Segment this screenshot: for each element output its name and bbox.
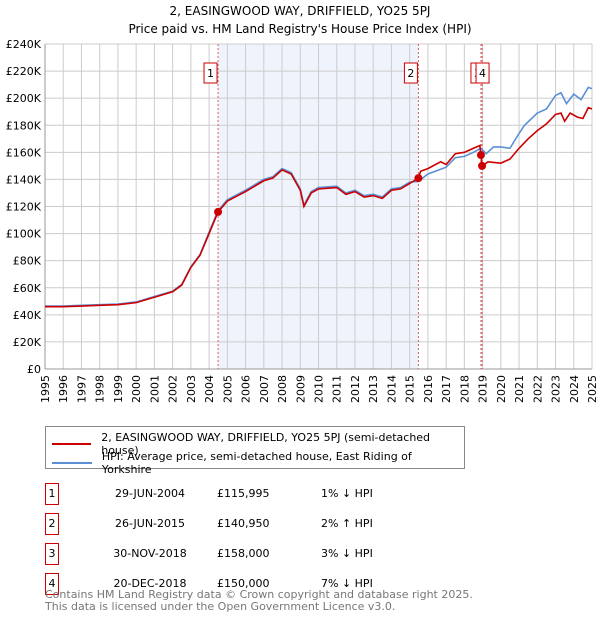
x-tick-label: 1996 [57,375,70,403]
x-tick-label: 2000 [130,375,143,403]
sale-label-box [475,62,490,84]
sale-row: 1 29-JUN-2004 £115,995 1% ↓ HPI [45,483,445,505]
y-tick-label: £40K [13,309,42,322]
x-tick-label: 2008 [276,375,289,403]
sale-date: 26-JUN-2015 [114,517,186,530]
sale-price: £150,000 [217,577,270,590]
sale-price: £140,950 [217,517,270,530]
sale-label: 2 [407,67,414,80]
sale-number: 2 [45,513,59,535]
x-tick-label: 2009 [294,375,307,403]
legend-blue-line [52,462,92,464]
x-tick-label: 2014 [385,375,398,403]
x-tick-label: 2022 [531,375,544,403]
x-tick-label: 2017 [440,375,453,403]
x-tick-label: 1998 [94,375,107,403]
y-tick-label: £120K [6,201,42,214]
y-tick-label: £180K [6,119,42,132]
x-tick-label: 2004 [203,375,216,403]
sale-number: 1 [45,483,59,505]
x-tick-label: 2020 [495,375,508,403]
sale-date: 29-JUN-2004 [114,487,186,500]
sale-label-box [203,62,218,84]
sale-label: 4 [479,67,486,80]
sale-point [214,207,223,216]
sale-point [476,151,485,160]
y-tick-label: £160K [6,146,42,159]
sale-point [478,161,487,170]
y-tick-label: £80K [13,255,42,268]
x-tick-label: 2005 [221,375,234,403]
footer-line-2: This data is licensed under the Open Gov… [45,600,396,613]
price-chart: 2, EASINGWOOD WAY, DRIFFIELD, YO25 5PJ P… [6,4,599,403]
footer: Contains HM Land Registry data © Crown c… [45,589,473,613]
y-tick-label: £220K [6,65,42,78]
sale-number: 4 [45,573,59,595]
x-tick-label: 2006 [240,375,253,403]
footer-line-1: Contains HM Land Registry data © Crown c… [45,588,473,601]
sale-label: 1 [207,67,214,80]
x-tick-label: 2021 [513,375,526,403]
sale-number: 3 [45,543,59,565]
legend: 2, EASINGWOOD WAY, DRIFFIELD, YO25 5PJ (… [45,426,465,476]
x-tick-label: 2011 [331,375,344,403]
x-tick-label: 2019 [477,375,490,403]
sale-date: 30-NOV-2018 [113,547,187,560]
y-tick-label: £240K [6,38,42,51]
x-tick-label: 2024 [568,375,581,403]
x-tick-label: 2025 [586,375,599,403]
x-tick-label: 2012 [349,375,362,403]
sale-row: 2 26-JUN-2015 £140,950 2% ↑ HPI [45,513,445,535]
x-tick-label: 2015 [404,375,417,403]
x-tick-label: 2013 [367,375,380,403]
sale-date: 20-DEC-2018 [113,577,187,590]
price-line [45,106,593,308]
sale-hpi-diff: 3% ↓ HPI [321,547,373,560]
y-tick-label: £200K [6,92,42,105]
sale-hpi-diff: 7% ↓ HPI [321,577,373,590]
chart-title: 2, EASINGWOOD WAY, DRIFFIELD, YO25 5PJ [170,4,431,18]
sale-label-box [403,62,418,84]
sale-hpi-diff: 2% ↑ HPI [321,517,373,530]
y-tick-label: £100K [6,228,42,241]
legend-hpi: HPI: Average price, semi-detached house,… [101,450,412,476]
y-tick-label: £140K [6,173,42,186]
legend-red-line [52,443,92,445]
chart-subtitle: Price paid vs. HM Land Registry's House … [128,22,471,36]
x-tick-label: 2007 [258,375,271,403]
x-tick-label: 2001 [148,375,161,403]
x-tick-label: 1995 [39,375,52,403]
x-tick-label: 2016 [422,375,435,403]
x-tick-label: 2023 [550,375,563,403]
sale-hpi-diff: 1% ↓ HPI [321,487,373,500]
sale-point [414,174,423,183]
x-tick-label: 2010 [313,375,326,403]
legend-property: 2, EASINGWOOD WAY, DRIFFIELD, YO25 5PJ (… [101,431,431,457]
sale-price: £115,995 [217,487,270,500]
x-tick-label: 2002 [167,375,180,403]
sale-price: £158,000 [217,547,270,560]
y-tick-label: £20K [13,336,42,349]
sale-row: 3 30-NOV-2018 £158,000 3% ↓ HPI [45,543,445,565]
y-tick-label: £0 [27,363,41,376]
x-tick-label: 2018 [458,375,471,403]
x-tick-label: 1997 [75,375,88,403]
x-tick-label: 1999 [112,375,125,403]
y-tick-label: £60K [13,282,42,295]
x-tick-label: 2003 [185,375,198,403]
sale-row: 4 20-DEC-2018 £150,000 7% ↓ HPI [45,573,445,595]
